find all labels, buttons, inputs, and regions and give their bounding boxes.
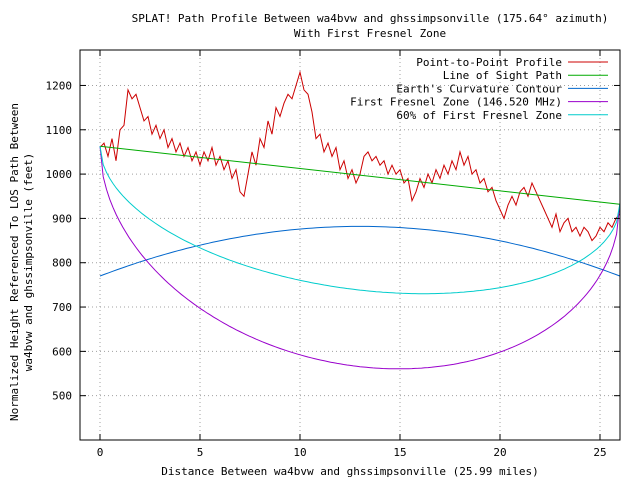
x-tick-label: 10 (293, 446, 306, 459)
ticks: 0 5 10 15 20 25 500 600 700 800 900 1000 1100 1200 (46, 50, 620, 459)
legend-label: 60% of First Fresnel Zone (396, 109, 562, 122)
series-group (99, 70, 620, 370)
x-tick-label: 0 (97, 446, 104, 459)
y-tick-label: 500 (52, 390, 72, 403)
series-line-1 (99, 145, 620, 205)
y-tick-label: 700 (52, 301, 72, 314)
series-line-4 (99, 146, 620, 295)
series-line-3 (99, 146, 620, 370)
y-tick-label: 900 (52, 212, 72, 225)
y-axis-label-line2: wa4bvw and ghssimpsonville (feet) (22, 153, 35, 372)
x-tick-label: 25 (593, 446, 606, 459)
legend-label: First Fresnel Zone (146.520 MHz) (350, 96, 562, 109)
x-axis-label: Distance Between wa4bvw and ghssimpsonvi… (161, 465, 539, 478)
y-tick-label: 1100 (46, 124, 73, 137)
y-tick-label: 1000 (46, 168, 73, 181)
legend-label: Line of Sight Path (443, 69, 562, 82)
x-tick-label: 5 (197, 446, 204, 459)
y-tick-label: 1200 (46, 79, 73, 92)
y-axis-label-line1: Normalized Height Referenced To LOS Path… (8, 103, 21, 421)
x-tick-label: 15 (393, 446, 406, 459)
y-tick-label: 800 (52, 257, 72, 270)
series-line-0 (99, 70, 620, 242)
chart-title-line2: With First Fresnel Zone (294, 27, 446, 40)
x-tick-label: 20 (493, 446, 506, 459)
legend-label: Earth's Curvature Contour (396, 82, 562, 95)
y-tick-label: 600 (52, 345, 72, 358)
chart-title-line1: SPLAT! Path Profile Between wa4bvw and g… (132, 12, 609, 25)
legend-label: Point-to-Point Profile (416, 56, 562, 69)
series-line-2 (99, 225, 620, 277)
plot-frame (79, 49, 621, 441)
